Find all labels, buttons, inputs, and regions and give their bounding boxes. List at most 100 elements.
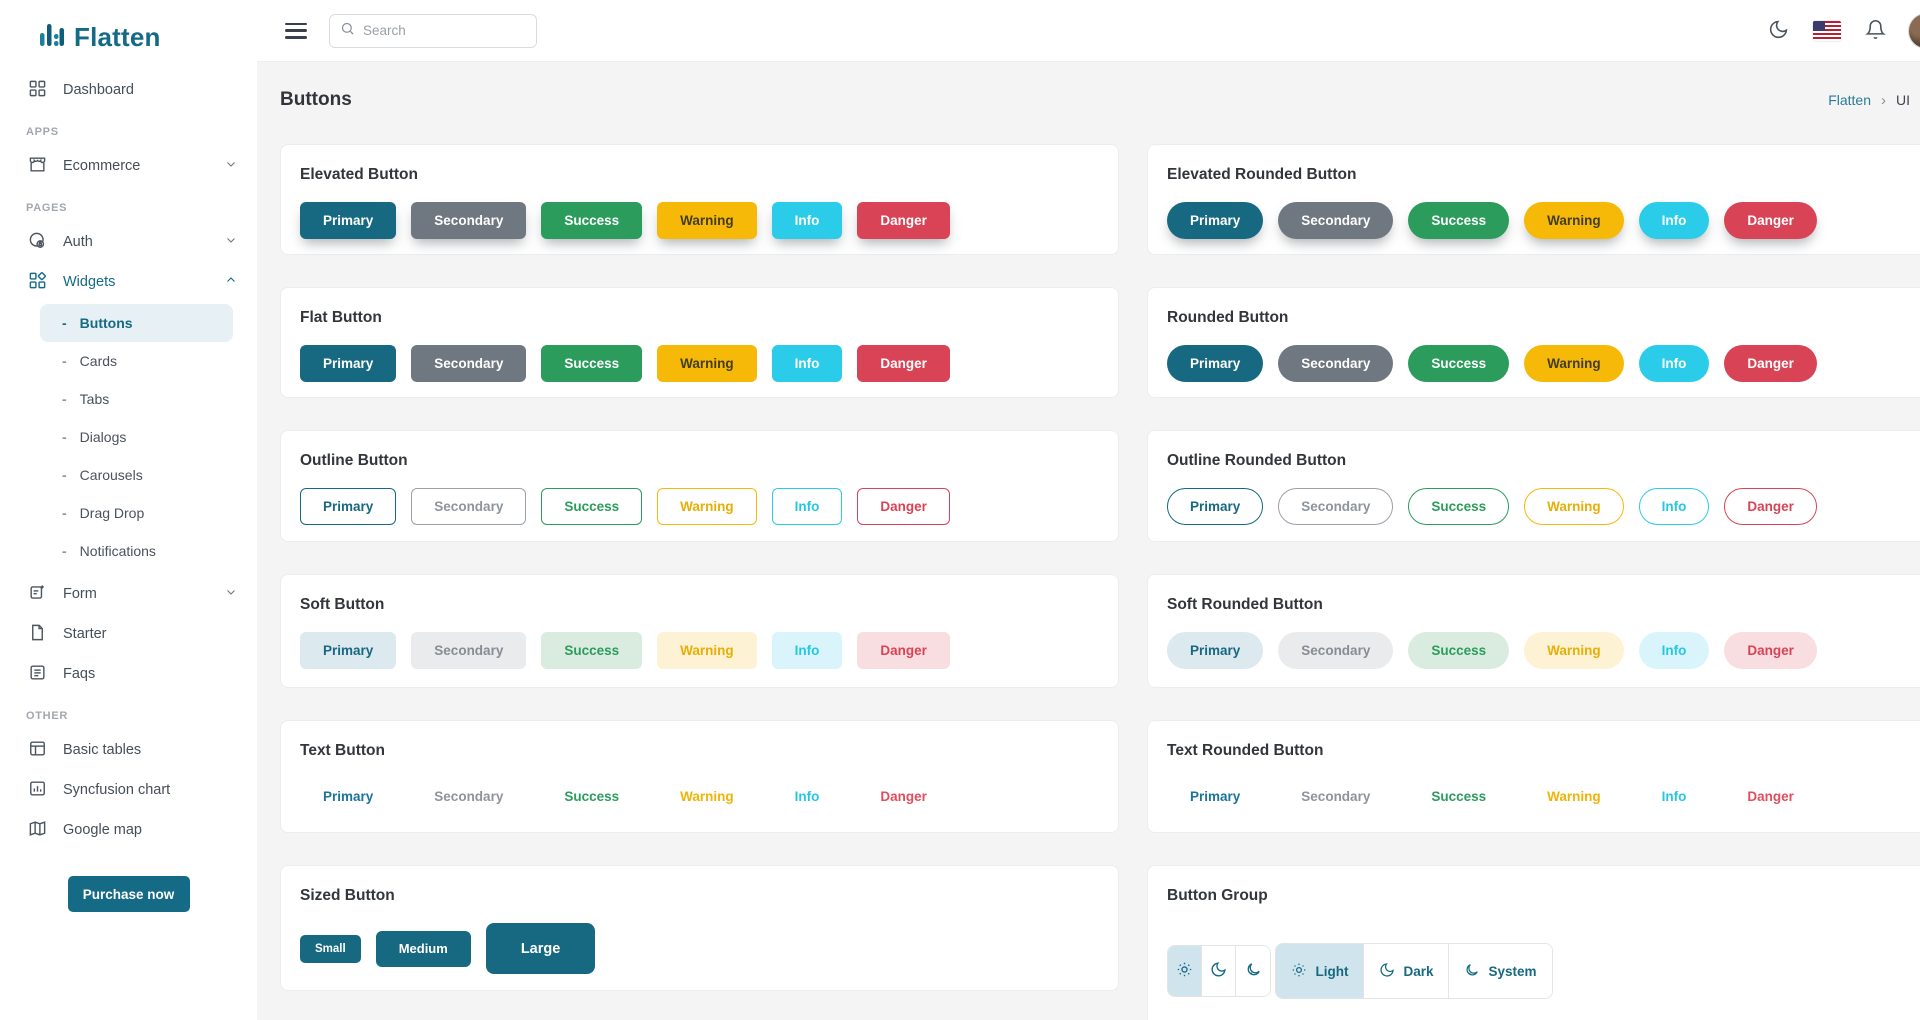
medium-button[interactable]: Medium: [375, 930, 471, 967]
info-button[interactable]: Info: [1638, 345, 1710, 382]
language-flag-button[interactable]: [1811, 19, 1843, 43]
success-button[interactable]: Success: [1408, 632, 1510, 669]
sidebar-item-starter[interactable]: Starter: [0, 614, 257, 654]
success-button[interactable]: Success: [1408, 202, 1510, 239]
submenu-item-dialogs[interactable]: Dialogs: [40, 418, 233, 456]
system-theme-labeled-button[interactable]: System: [1449, 944, 1552, 998]
info-button[interactable]: Info: [1638, 632, 1710, 669]
success-button[interactable]: Success: [541, 345, 643, 382]
warning-button[interactable]: Warning: [657, 632, 757, 669]
primary-button[interactable]: Primary: [300, 488, 397, 525]
primary-button[interactable]: Primary: [1167, 778, 1263, 815]
secondary-button[interactable]: Secondary: [411, 488, 527, 525]
secondary-button[interactable]: Secondary: [411, 778, 526, 815]
success-button[interactable]: Success: [541, 488, 643, 525]
warning-button[interactable]: Warning: [1524, 488, 1624, 525]
info-button[interactable]: Info: [771, 632, 843, 669]
success-button[interactable]: Success: [1408, 488, 1510, 525]
success-button[interactable]: Success: [1408, 778, 1509, 815]
primary-button[interactable]: Primary: [300, 345, 397, 382]
danger-button[interactable]: Danger: [1724, 632, 1817, 669]
sidebar-item-widgets[interactable]: Widgets: [0, 262, 257, 302]
danger-button[interactable]: Danger: [1724, 488, 1817, 525]
secondary-button[interactable]: Secondary: [1278, 345, 1394, 382]
small-button[interactable]: Small: [300, 934, 361, 963]
primary-button[interactable]: Primary: [1167, 632, 1264, 669]
info-button[interactable]: Info: [771, 345, 843, 382]
secondary-button[interactable]: Secondary: [411, 202, 527, 239]
primary-button[interactable]: Primary: [1167, 345, 1264, 382]
warning-button[interactable]: Warning: [657, 202, 757, 239]
sidebar-item-syncfusion-chart[interactable]: Syncfusion chart: [0, 770, 257, 810]
success-button[interactable]: Success: [541, 632, 643, 669]
info-button[interactable]: Info: [1638, 202, 1710, 239]
system-theme-button[interactable]: [1236, 945, 1270, 996]
danger-button[interactable]: Danger: [857, 778, 950, 815]
sidebar-item-ecommerce[interactable]: Ecommerce: [0, 146, 257, 186]
sidebar-item-form[interactable]: Form: [0, 574, 257, 614]
submenu-item-tabs[interactable]: Tabs: [40, 380, 233, 418]
dark-theme-button[interactable]: [1202, 945, 1236, 996]
primary-button[interactable]: Primary: [300, 632, 397, 669]
secondary-button[interactable]: Secondary: [1278, 202, 1394, 239]
submenu-item-buttons[interactable]: Buttons: [40, 304, 233, 342]
info-button[interactable]: Info: [771, 202, 843, 239]
dark-theme-labeled-button[interactable]: Dark: [1364, 944, 1450, 998]
sun-icon: [1291, 962, 1307, 981]
danger-button[interactable]: Danger: [1724, 202, 1817, 239]
danger-button[interactable]: Danger: [1724, 345, 1817, 382]
menu-toggle-icon[interactable]: [285, 22, 307, 39]
light-theme-button[interactable]: [1168, 945, 1202, 996]
danger-button[interactable]: Danger: [857, 488, 950, 525]
warning-button[interactable]: Warning: [1524, 632, 1624, 669]
dark-mode-toggle-button[interactable]: [1766, 17, 1791, 45]
danger-button[interactable]: Danger: [857, 202, 950, 239]
light-theme-labeled-button[interactable]: Light: [1276, 944, 1365, 998]
submenu-item-cards[interactable]: Cards: [40, 342, 233, 380]
primary-button[interactable]: Primary: [300, 778, 396, 815]
sidebar-item-dashboard[interactable]: Dashboard: [0, 70, 257, 110]
submenu-item-notifications[interactable]: Notifications: [40, 532, 233, 570]
success-button[interactable]: Success: [541, 202, 643, 239]
danger-button[interactable]: Danger: [857, 345, 950, 382]
sidebar-item-auth[interactable]: Auth: [0, 222, 257, 262]
primary-button[interactable]: Primary: [300, 202, 397, 239]
notifications-button[interactable]: [1863, 17, 1888, 45]
warning-button[interactable]: Warning: [1524, 345, 1624, 382]
danger-button[interactable]: Danger: [1724, 778, 1817, 815]
danger-button[interactable]: Danger: [857, 632, 950, 669]
secondary-button[interactable]: Secondary: [1278, 632, 1394, 669]
large-button[interactable]: Large: [485, 923, 596, 974]
sidebar-item-basic-tables[interactable]: Basic tables: [0, 730, 257, 770]
secondary-button[interactable]: Secondary: [1278, 778, 1393, 815]
warning-button[interactable]: Warning: [657, 345, 757, 382]
info-button[interactable]: Info: [1638, 488, 1710, 525]
chevron-up-icon: [225, 274, 237, 290]
breadcrumb-current: UI: [1896, 92, 1910, 108]
warning-button[interactable]: Warning: [657, 778, 757, 815]
sidebar-item-faqs[interactable]: Faqs: [0, 654, 257, 694]
submenu-item-drag-drop[interactable]: Drag Drop: [40, 494, 233, 532]
success-button[interactable]: Success: [541, 778, 642, 815]
sidebar-item-google-map[interactable]: Google map: [0, 810, 257, 850]
button-row: Primary Secondary Success Warning Info D…: [1167, 345, 1920, 382]
warning-button[interactable]: Warning: [1524, 778, 1624, 815]
info-button[interactable]: Info: [771, 488, 843, 525]
info-button[interactable]: Info: [1639, 778, 1710, 815]
success-button[interactable]: Success: [1408, 345, 1510, 382]
info-button[interactable]: Info: [772, 778, 843, 815]
submenu-item-carousels[interactable]: Carousels: [40, 456, 233, 494]
secondary-button[interactable]: Secondary: [411, 345, 527, 382]
brand-logo[interactable]: Flatten: [0, 0, 257, 62]
search-box[interactable]: [329, 13, 537, 48]
primary-button[interactable]: Primary: [1167, 488, 1264, 525]
secondary-button[interactable]: Secondary: [1278, 488, 1394, 525]
warning-button[interactable]: Warning: [657, 488, 757, 525]
breadcrumb-home[interactable]: Flatten: [1828, 92, 1871, 108]
user-avatar[interactable]: [1908, 12, 1920, 49]
search-input[interactable]: [363, 23, 513, 38]
purchase-now-button[interactable]: Purchase now: [67, 876, 190, 912]
warning-button[interactable]: Warning: [1524, 202, 1624, 239]
secondary-button[interactable]: Secondary: [411, 632, 527, 669]
primary-button[interactable]: Primary: [1167, 202, 1264, 239]
